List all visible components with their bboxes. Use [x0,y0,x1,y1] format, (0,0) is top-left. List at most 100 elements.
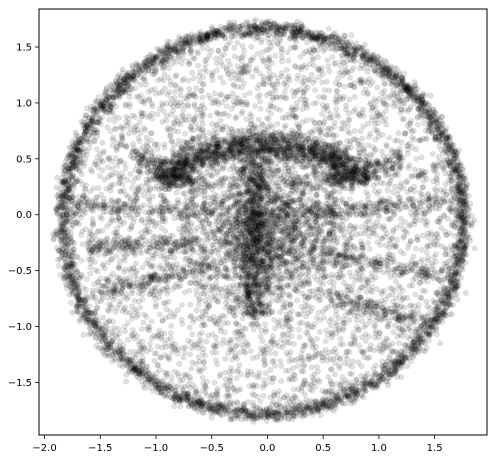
interior-point [168,323,175,329]
ring-point [417,337,424,344]
ring-point [260,22,267,29]
ring-point [206,404,212,411]
ring-point [431,314,438,321]
interior-point [327,322,334,329]
ring-point [405,84,412,91]
ring-point [198,401,205,408]
ring-point [179,48,186,55]
interior-point [116,258,123,265]
ring-point [448,287,454,294]
ring-point [183,33,189,40]
ring-point [433,318,439,325]
ring-point [93,97,100,104]
ring-point [172,398,179,405]
ring-point [215,30,221,37]
ring-point [451,262,458,268]
ring-point [448,148,455,155]
ring-point [183,391,190,398]
ring-point [148,51,155,58]
ring-point [454,188,461,194]
ring-point [299,30,306,37]
ring-point [217,28,224,35]
ring-point [244,408,250,414]
ring-point [448,293,455,300]
ring-point [444,149,451,156]
ring-point [454,257,460,263]
ring-point [457,229,464,236]
interior-point [204,392,211,399]
ring-point [250,419,257,425]
ring-point [88,122,95,128]
ring-point [291,25,298,31]
ring-point [74,147,81,154]
ring-point [406,90,412,96]
ring-point [410,91,417,98]
ring-point [427,92,434,99]
interior-point [421,120,427,127]
ring-point [171,45,177,52]
ring-point [67,149,74,156]
ring-point [66,187,73,194]
points-layer [50,16,478,425]
ring-point [415,349,422,356]
ring-point [212,404,219,411]
ring-point [61,255,68,262]
interior-point [323,327,330,334]
interior-point [172,88,178,95]
ring-point [199,40,206,47]
ring-point [68,160,75,167]
interior-point [361,324,367,331]
ring-point [426,329,432,336]
ring-point [68,300,74,306]
ring-point [313,405,320,412]
interior-point [360,123,367,130]
interior-point [176,360,183,367]
ring-point [141,385,148,391]
ring-point [468,219,475,226]
ring-point [165,387,172,394]
ring-point [362,373,369,379]
ring-point [453,291,460,298]
interior-point [262,321,268,328]
ring-point [180,40,187,47]
ring-point [456,172,463,179]
ring-point [55,232,62,239]
interior-point [440,165,446,172]
ring-point [110,95,117,102]
ring-point [181,39,188,46]
ring-point [76,295,83,302]
ring-point [173,49,180,55]
ring-point [468,213,475,219]
ring-point [227,26,234,33]
ring-point [117,348,124,354]
ring-point [432,134,439,140]
ring-point [453,286,459,293]
interior-point [87,270,94,277]
ring-point [274,417,281,423]
ring-point [455,236,462,243]
ring-point [356,387,363,394]
ring-point [132,360,139,367]
ring-point [128,360,135,367]
ring-point [72,129,79,136]
ring-point [444,157,451,163]
interior-point [149,115,156,122]
interior-point [93,146,100,152]
ring-point [123,378,129,385]
ring-point [397,354,404,361]
ring-point [314,34,321,41]
ring-point [320,395,326,402]
ring-point [83,122,90,129]
ring-point [196,400,203,407]
ring-point [301,403,307,410]
ring-point [165,44,172,51]
ring-point [413,89,420,96]
ring-point [115,84,122,91]
ring-point [74,140,81,147]
ring-point [197,32,204,39]
ring-point [375,378,382,385]
ring-point [242,416,249,422]
ring-point [312,397,319,404]
ring-point [66,291,73,298]
ring-point [459,221,466,227]
